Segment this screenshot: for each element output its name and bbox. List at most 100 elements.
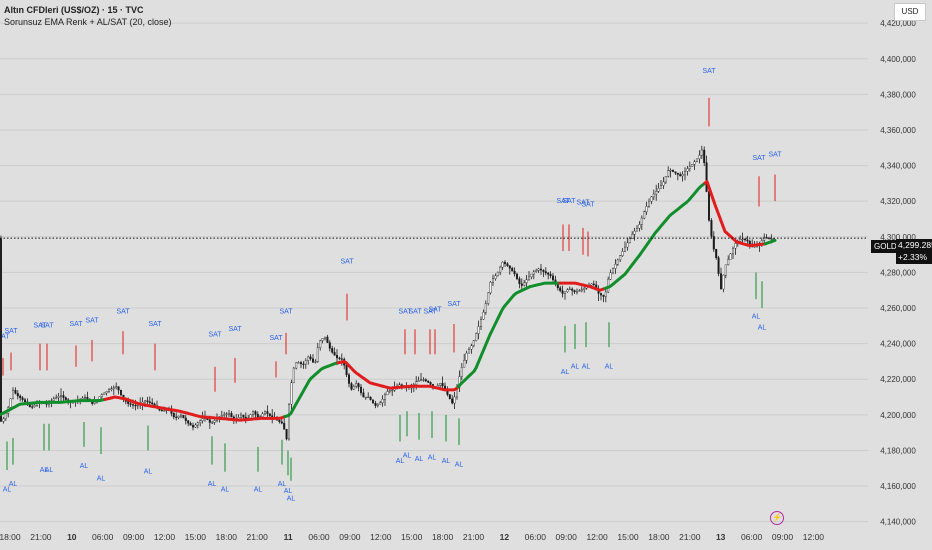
candle-body [319,340,322,348]
candle-body [388,390,391,392]
x-tick-label: 12:00 [154,532,176,542]
candle-body [508,265,511,269]
sell-signal-label: SAT [340,259,354,266]
chart-legend: Altın CFDleri (US$/OZ) · 15 · TVC Soruns… [4,4,172,28]
candle-body [208,419,211,423]
candle-body [770,238,773,240]
candle-body [592,283,595,286]
price-axis[interactable]: 4,140,000 4,160,000 4,180,000 4,200,000 4,22… [880,19,916,527]
buy-signal-label: AL [208,481,217,488]
ema-segment-up [603,181,707,290]
time-axis[interactable]: 18:00 21:00 10 06:00 09:00 12:00 15:00 18:00 21:… [0,532,824,542]
candle-body [700,149,703,156]
candle-body [669,170,672,172]
candle-body [302,363,305,365]
candle-body [739,238,742,242]
candle-body [194,424,197,428]
candle-body [748,240,751,245]
x-tick-label: 06:00 [308,532,330,542]
candle-body [429,382,432,385]
candle-body [148,401,151,404]
candle-body [316,347,319,362]
candle-body [350,383,353,390]
candle-body [93,401,96,404]
candle-body [172,413,175,418]
sell-signal-label: SAT [0,333,10,340]
candle-body [220,415,223,418]
candle-body [619,255,622,261]
candle-body [525,279,528,283]
candle-body [559,287,562,291]
candle-body [734,243,737,249]
candle-body [648,201,651,207]
ema-segment-up [283,361,340,419]
candle-body [636,228,639,232]
candle-body [741,238,744,241]
candle-body [568,288,571,291]
buy-signal-label: AL [45,467,54,474]
candle-body [355,383,358,387]
candle-body [744,238,747,241]
sell-signal-label: SAT [116,308,130,315]
candle-body [110,388,113,391]
candle-body [254,411,257,415]
candle-body [264,411,267,415]
indicator-title[interactable]: Sorunsuz EMA Renk + AL/SAT (20, close) [4,17,172,27]
candle-body [16,393,19,397]
buy-signal-label: AL [221,486,230,493]
candle-body [151,402,154,405]
buy-signal-label: AL [455,461,464,468]
candle-body [417,380,420,382]
candle-body [386,391,389,396]
buy-signal-label: AL [442,458,451,465]
x-tick-label: 06:00 [741,532,763,542]
candle-body [708,191,711,221]
x-tick-label: 06:00 [92,532,114,542]
candle-body [143,400,146,403]
sell-signal-label: SAT [269,335,283,342]
candle-body [31,406,34,408]
buy-signal-label: AL [396,458,405,465]
candle-body [24,399,27,403]
candle-body [638,224,641,229]
buy-signal-label: AL [284,488,293,495]
candle-body [326,336,329,343]
candle-body [0,238,2,422]
lightning-icon[interactable]: ⚡ [770,511,784,525]
candle-body [379,402,382,405]
candle-body [537,268,540,271]
sell-signal-label: SAT [228,326,242,333]
x-tick-label: 21:00 [463,532,485,542]
candle-body [633,230,636,235]
candle-body [496,271,499,277]
candle-body [261,413,264,417]
candle-body [576,291,579,293]
candle-body [712,236,715,250]
candle-body [604,291,607,297]
ema-line [0,180,777,422]
candle-body [300,362,303,365]
buy-signal-label: AL [582,364,591,371]
candle-body [321,338,324,341]
candle-body [686,168,689,172]
candle-body [352,386,355,390]
candle-body [372,399,375,404]
buy-signal-label: AL [571,364,580,371]
x-tick-label: 09:00 [772,532,794,542]
candle-body [720,273,723,290]
candle-body [640,217,643,225]
candle-body [518,278,521,284]
ema-segment-up [0,397,107,417]
candle-body [177,415,180,418]
currency-button[interactable]: USD [894,3,926,21]
instrument-title[interactable]: Altın CFDleri (US$/OZ) · 15 · TVC [4,5,144,15]
x-tick-label: 18:00 [432,532,454,542]
buy-signal-label: AL [40,467,49,474]
candle-body [484,303,487,313]
candle-body [55,397,58,400]
candle-body [268,413,271,416]
candle-body [492,278,495,283]
candle-body [724,264,727,276]
sell-signal-label: SAT [562,198,576,205]
